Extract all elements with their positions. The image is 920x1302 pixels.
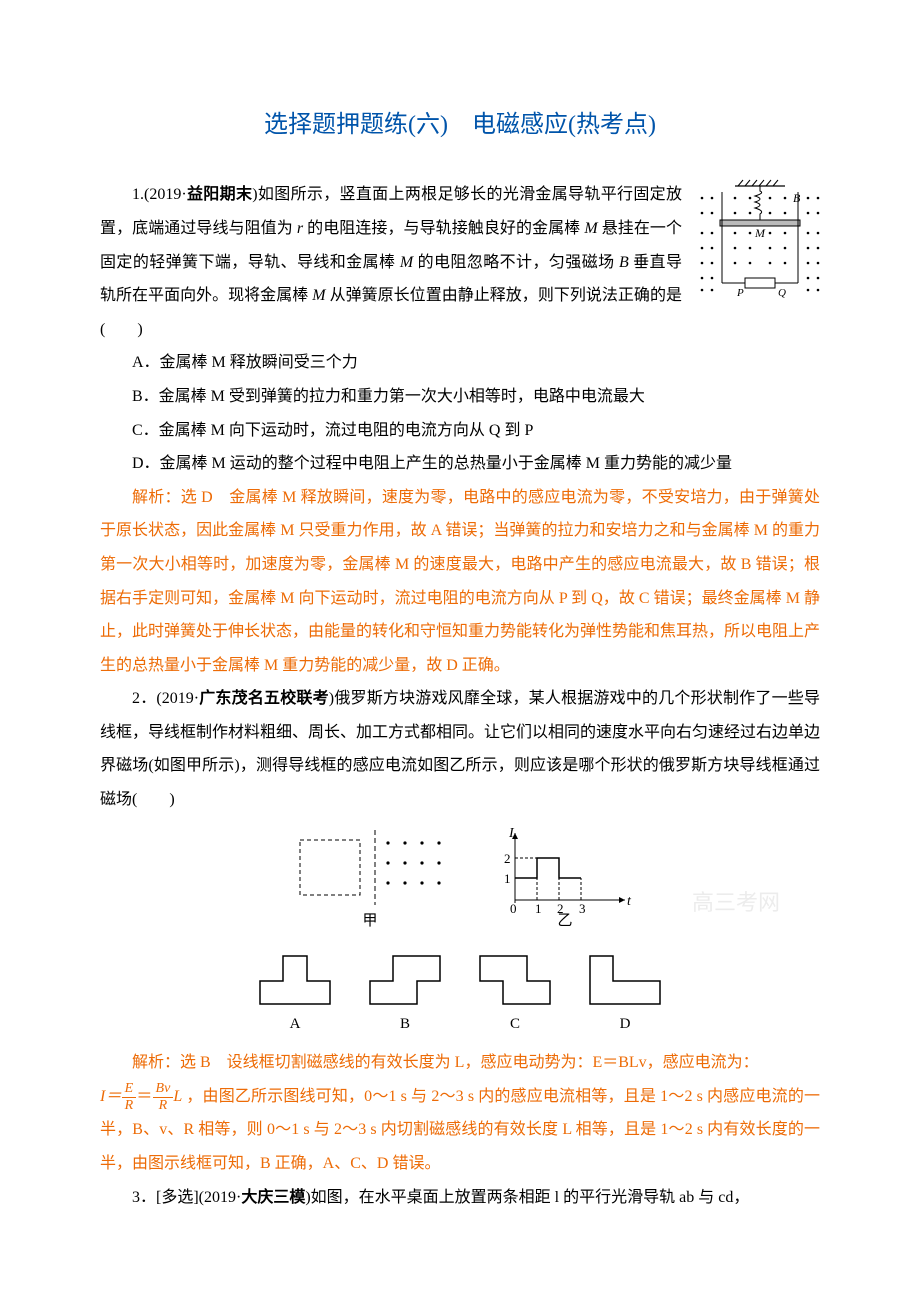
svg-text:1: 1 <box>535 901 542 916</box>
shape-D: D <box>585 951 665 1041</box>
q1-optB: B．金属棒 M 受到弹簧的拉力和重力第一次大小相等时，电路中电流最大 <box>100 380 820 414</box>
q2-figure-top: 甲 I t 0 1 2 3 1 2 乙 <box>280 825 640 945</box>
frac1: ER <box>122 1082 137 1113</box>
q2-analysis-b: ，由图乙所示图线可知，0～1 s 与 2～3 s 内的感应电流相等，且是 1～2… <box>100 1088 820 1172</box>
q1-M1: M <box>584 220 597 237</box>
frac-eq: ＝ <box>136 1088 152 1105</box>
q2-prefix: 2．(2019· <box>132 690 199 707</box>
shape-A-label: A <box>255 1009 335 1041</box>
watermark-text: 高三考网 <box>692 880 780 926</box>
svg-text:M: M <box>754 226 766 240</box>
svg-text:1: 1 <box>504 871 511 886</box>
q2-analysis-a: 解析：选 B 设线框切割磁感线的有效长度为 L，感应电动势为：E＝BLv，感应电… <box>100 1046 820 1080</box>
q3-stem: 3．[多选](2019·大庆三模)如图，在水平桌面上放置两条相距 l 的平行光滑… <box>100 1181 820 1215</box>
frac1-num: E <box>122 1082 137 1098</box>
q1-M3: M <box>312 287 325 304</box>
fig-label-right: 乙 <box>557 913 572 929</box>
shape-C: C <box>475 951 555 1041</box>
frac1-den: R <box>122 1098 137 1113</box>
frac2-den: R <box>153 1098 174 1113</box>
q1-b: 的电阻连接，与导轨接触良好的金属棒 <box>303 220 584 237</box>
svg-text:2: 2 <box>504 851 511 866</box>
q3-prefix: 3．[多选](2019· <box>132 1189 241 1206</box>
q1-optA: A．金属棒 M 释放瞬间受三个力 <box>100 346 820 380</box>
q1-source: 益阳期末 <box>187 186 253 203</box>
frac2: BvR <box>153 1082 174 1113</box>
shape-B: B <box>365 951 445 1041</box>
q1-B: B <box>619 254 629 271</box>
page-root: 选择题押题练(六) 电磁感应(热考点) M <box>0 0 920 1302</box>
fig-label-left: 甲 <box>362 913 377 929</box>
q2-stem: 2．(2019·广东茂名五校联考)俄罗斯方块游戏风靡全球，某人根据游戏中的几个形… <box>100 682 820 816</box>
svg-text:Q: Q <box>778 287 786 298</box>
svg-text:t: t <box>627 894 632 909</box>
svg-text:B: B <box>793 191 801 205</box>
q1-figure: M B <box>690 178 820 298</box>
frac-post-var: L <box>173 1088 182 1105</box>
q2-frac-pre: I＝ <box>100 1088 122 1105</box>
svg-text:3: 3 <box>579 901 586 916</box>
q2-body: )俄罗斯方块游戏风靡全球，某人根据游戏中的几个形状制作了一些导线框，导线框制作材… <box>100 690 820 808</box>
shape-D-label: D <box>585 1009 665 1041</box>
svg-text:0: 0 <box>510 901 517 916</box>
q1-optC: C．金属棒 M 向下运动时，流过电阻的电流方向从 Q 到 P <box>100 414 820 448</box>
page-title: 选择题押题练(六) 电磁感应(热考点) <box>100 100 820 150</box>
q2-shapes-row: A B C D <box>100 951 820 1041</box>
q1-M2: M <box>400 254 413 271</box>
q1-analysis: 解析：选 D 金属棒 M 释放瞬间，速度为零，电路中的感应电流为零，不受安培力，… <box>100 481 820 683</box>
svg-text:P: P <box>736 287 744 298</box>
q1-d: 的电阻忽略不计，匀强磁场 <box>413 254 619 271</box>
q3-source: 大庆三模 <box>241 1189 305 1206</box>
q2-source: 广东茂名五校联考 <box>199 690 329 707</box>
shape-B-label: B <box>365 1009 445 1041</box>
shape-A: A <box>255 951 335 1041</box>
q3-body: )如图，在水平桌面上放置两条相距 l 的平行光滑导轨 ab 与 cd， <box>305 1189 749 1206</box>
q1-optD: D．金属棒 M 运动的整个过程中电阻上产生的总热量小于金属棒 M 重力势能的减少… <box>100 447 820 481</box>
q1-prefix: 1.(2019· <box>132 186 187 203</box>
frac2-num: Bv <box>153 1082 174 1098</box>
q2-analysis-line2: I＝ER＝BvRL ，由图乙所示图线可知，0～1 s 与 2～3 s 内的感应电… <box>100 1080 820 1181</box>
shape-C-label: C <box>475 1009 555 1041</box>
